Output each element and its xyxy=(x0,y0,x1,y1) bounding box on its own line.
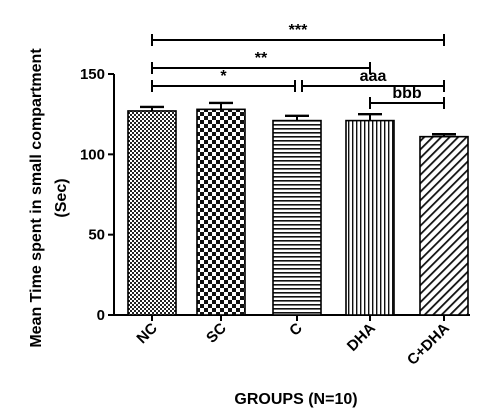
bar xyxy=(419,135,469,316)
significance-label: ** xyxy=(255,50,268,67)
y-tick-label: 150 xyxy=(80,66,105,83)
x-tick-label: C xyxy=(286,320,306,340)
x-axis-label: GROUPS (N=10) xyxy=(234,391,357,408)
x-tick-label: NC xyxy=(133,320,160,347)
y-axis-label: Mean Time spent in small compartment (Se… xyxy=(28,48,70,348)
x-tick-label: SC xyxy=(203,320,230,347)
x-tick-label: DHA xyxy=(344,320,379,355)
significance-label: *** xyxy=(289,22,308,39)
bars: NC SC C DHA C+DHA xyxy=(127,101,469,369)
significance-label: aaa xyxy=(360,68,387,85)
bar xyxy=(127,110,177,316)
y-tick-label: 100 xyxy=(80,146,105,163)
bar xyxy=(345,119,395,316)
bar xyxy=(196,108,246,316)
y-axis-label-line2: (Sec) xyxy=(53,178,70,217)
y-tick-label: 0 xyxy=(97,307,105,324)
significance-label: * xyxy=(220,68,227,85)
bar xyxy=(272,119,322,316)
x-tick-label: C+DHA xyxy=(404,320,453,369)
y-tick-label: 50 xyxy=(88,227,105,244)
significance-label: bbb xyxy=(392,85,422,102)
y-axis-label-line1: Mean Time spent in small compartment xyxy=(28,48,45,348)
